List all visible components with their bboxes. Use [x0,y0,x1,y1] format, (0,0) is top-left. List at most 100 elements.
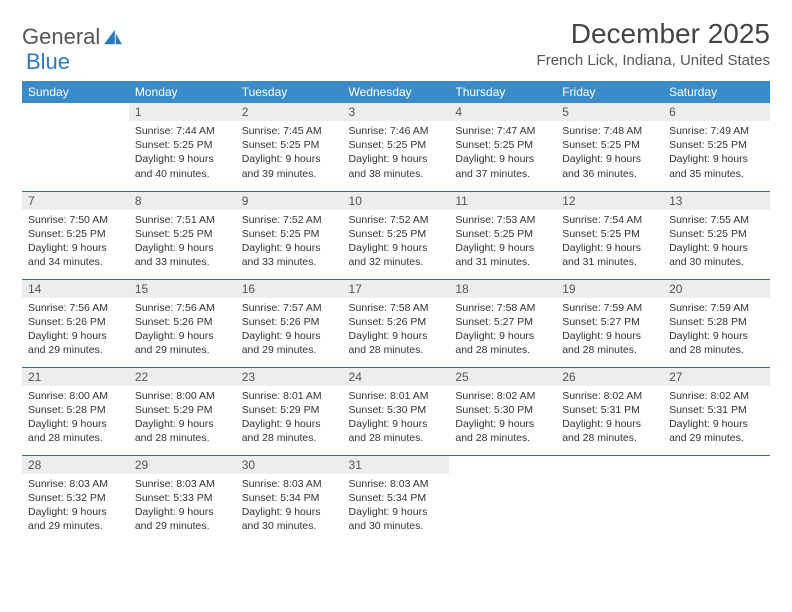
weekday-header: Monday [129,81,236,103]
sunset-line: Sunset: 5:29 PM [242,403,337,417]
sunrise-line: Sunrise: 7:59 AM [669,301,764,315]
day-number: 29 [129,456,236,474]
calendar-cell: 20Sunrise: 7:59 AMSunset: 5:28 PMDayligh… [663,279,770,367]
sunrise-line: Sunrise: 7:52 AM [242,213,337,227]
daylight-line: Daylight: 9 hours and 40 minutes. [135,152,230,180]
daylight-line: Daylight: 9 hours and 29 minutes. [242,329,337,357]
day-number: 23 [236,368,343,386]
month-title: December 2025 [537,18,770,50]
sunset-line: Sunset: 5:25 PM [455,227,550,241]
day-details: Sunrise: 8:01 AMSunset: 5:30 PMDaylight:… [343,386,450,450]
day-number: 10 [343,192,450,210]
sunrise-line: Sunrise: 7:52 AM [349,213,444,227]
day-number: 26 [556,368,663,386]
empty-day [449,456,556,474]
calendar-cell: 26Sunrise: 8:02 AMSunset: 5:31 PMDayligh… [556,367,663,455]
day-details: Sunrise: 7:59 AMSunset: 5:28 PMDaylight:… [663,298,770,362]
calendar-cell: 18Sunrise: 7:58 AMSunset: 5:27 PMDayligh… [449,279,556,367]
weekday-header: Tuesday [236,81,343,103]
sunset-line: Sunset: 5:31 PM [562,403,657,417]
sunset-line: Sunset: 5:25 PM [455,138,550,152]
calendar-week-row: 14Sunrise: 7:56 AMSunset: 5:26 PMDayligh… [22,279,770,367]
day-details: Sunrise: 7:52 AMSunset: 5:25 PMDaylight:… [236,210,343,274]
day-number: 30 [236,456,343,474]
calendar-cell: 9Sunrise: 7:52 AMSunset: 5:25 PMDaylight… [236,191,343,279]
day-details: Sunrise: 7:49 AMSunset: 5:25 PMDaylight:… [663,121,770,185]
day-details: Sunrise: 7:56 AMSunset: 5:26 PMDaylight:… [129,298,236,362]
sunset-line: Sunset: 5:26 PM [135,315,230,329]
calendar-cell: 3Sunrise: 7:46 AMSunset: 5:25 PMDaylight… [343,103,450,191]
title-block: December 2025 French Lick, Indiana, Unit… [537,18,770,69]
weekday-header: Sunday [22,81,129,103]
daylight-line: Daylight: 9 hours and 39 minutes. [242,152,337,180]
sunrise-line: Sunrise: 8:00 AM [135,389,230,403]
calendar-cell [449,455,556,543]
sunset-line: Sunset: 5:34 PM [242,491,337,505]
sunrise-line: Sunrise: 8:01 AM [349,389,444,403]
day-details: Sunrise: 7:58 AMSunset: 5:27 PMDaylight:… [449,298,556,362]
sunrise-line: Sunrise: 7:55 AM [669,213,764,227]
calendar-cell: 8Sunrise: 7:51 AMSunset: 5:25 PMDaylight… [129,191,236,279]
day-details: Sunrise: 7:51 AMSunset: 5:25 PMDaylight:… [129,210,236,274]
daylight-line: Daylight: 9 hours and 32 minutes. [349,241,444,269]
empty-day [556,456,663,474]
sunset-line: Sunset: 5:26 PM [349,315,444,329]
day-details: Sunrise: 7:56 AMSunset: 5:26 PMDaylight:… [22,298,129,362]
sunrise-line: Sunrise: 7:48 AM [562,124,657,138]
day-number: 31 [343,456,450,474]
calendar-week-row: 1Sunrise: 7:44 AMSunset: 5:25 PMDaylight… [22,103,770,191]
sunset-line: Sunset: 5:25 PM [349,138,444,152]
sunrise-line: Sunrise: 7:50 AM [28,213,123,227]
calendar-cell: 7Sunrise: 7:50 AMSunset: 5:25 PMDaylight… [22,191,129,279]
daylight-line: Daylight: 9 hours and 28 minutes. [28,417,123,445]
sunrise-line: Sunrise: 8:03 AM [135,477,230,491]
calendar-cell: 17Sunrise: 7:58 AMSunset: 5:26 PMDayligh… [343,279,450,367]
day-details: Sunrise: 7:55 AMSunset: 5:25 PMDaylight:… [663,210,770,274]
day-number: 9 [236,192,343,210]
sunset-line: Sunset: 5:28 PM [669,315,764,329]
sunrise-line: Sunrise: 7:56 AM [28,301,123,315]
sunset-line: Sunset: 5:28 PM [28,403,123,417]
day-number: 13 [663,192,770,210]
day-number: 16 [236,280,343,298]
day-number: 28 [22,456,129,474]
day-details: Sunrise: 7:54 AMSunset: 5:25 PMDaylight:… [556,210,663,274]
calendar-cell: 23Sunrise: 8:01 AMSunset: 5:29 PMDayligh… [236,367,343,455]
daylight-line: Daylight: 9 hours and 35 minutes. [669,152,764,180]
day-number: 14 [22,280,129,298]
day-number: 6 [663,103,770,121]
weekday-header-row: SundayMondayTuesdayWednesdayThursdayFrid… [22,81,770,103]
day-details: Sunrise: 8:01 AMSunset: 5:29 PMDaylight:… [236,386,343,450]
sunset-line: Sunset: 5:26 PM [242,315,337,329]
day-number: 24 [343,368,450,386]
calendar-cell: 25Sunrise: 8:02 AMSunset: 5:30 PMDayligh… [449,367,556,455]
calendar-cell: 11Sunrise: 7:53 AMSunset: 5:25 PMDayligh… [449,191,556,279]
sunset-line: Sunset: 5:25 PM [242,227,337,241]
day-details: Sunrise: 7:59 AMSunset: 5:27 PMDaylight:… [556,298,663,362]
calendar-cell: 21Sunrise: 8:00 AMSunset: 5:28 PMDayligh… [22,367,129,455]
calendar-week-row: 21Sunrise: 8:00 AMSunset: 5:28 PMDayligh… [22,367,770,455]
day-details: Sunrise: 7:48 AMSunset: 5:25 PMDaylight:… [556,121,663,185]
calendar-cell: 16Sunrise: 7:57 AMSunset: 5:26 PMDayligh… [236,279,343,367]
sunset-line: Sunset: 5:27 PM [455,315,550,329]
calendar-week-row: 7Sunrise: 7:50 AMSunset: 5:25 PMDaylight… [22,191,770,279]
calendar-cell: 1Sunrise: 7:44 AMSunset: 5:25 PMDaylight… [129,103,236,191]
daylight-line: Daylight: 9 hours and 36 minutes. [562,152,657,180]
day-details: Sunrise: 8:02 AMSunset: 5:30 PMDaylight:… [449,386,556,450]
sunrise-line: Sunrise: 7:47 AM [455,124,550,138]
sunrise-line: Sunrise: 7:57 AM [242,301,337,315]
sunrise-line: Sunrise: 7:46 AM [349,124,444,138]
calendar-cell: 14Sunrise: 7:56 AMSunset: 5:26 PMDayligh… [22,279,129,367]
calendar-cell: 6Sunrise: 7:49 AMSunset: 5:25 PMDaylight… [663,103,770,191]
daylight-line: Daylight: 9 hours and 28 minutes. [455,417,550,445]
day-details: Sunrise: 8:00 AMSunset: 5:28 PMDaylight:… [22,386,129,450]
day-details: Sunrise: 7:44 AMSunset: 5:25 PMDaylight:… [129,121,236,185]
calendar-body: 1Sunrise: 7:44 AMSunset: 5:25 PMDaylight… [22,103,770,543]
day-number: 3 [343,103,450,121]
daylight-line: Daylight: 9 hours and 28 minutes. [135,417,230,445]
weekday-header: Wednesday [343,81,450,103]
sunset-line: Sunset: 5:25 PM [669,227,764,241]
daylight-line: Daylight: 9 hours and 28 minutes. [455,329,550,357]
location-text: French Lick, Indiana, United States [537,52,770,69]
day-details: Sunrise: 7:57 AMSunset: 5:26 PMDaylight:… [236,298,343,362]
